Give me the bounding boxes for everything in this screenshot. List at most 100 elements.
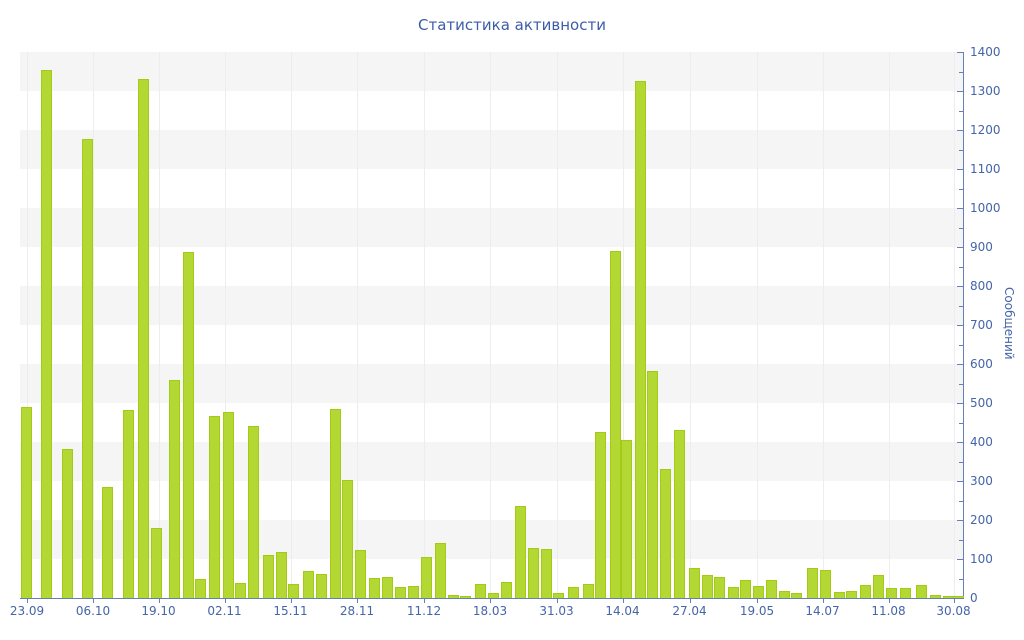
y-tick-mark-minor [959,383,963,385]
bar [447,595,459,598]
grid-line-vertical [424,52,425,598]
y-tick-mark-major [957,52,963,53]
x-tick-label: 30.08 [936,604,971,618]
y-tick-mark-minor [959,539,963,541]
y-tick-mark-minor [959,344,963,346]
bar [860,585,871,598]
grid-line-vertical [888,52,890,598]
bar [727,587,739,598]
grid-line-vertical [224,52,226,598]
x-tick-label: 15.11 [273,604,308,618]
y-tick-label: 900 [970,240,993,254]
x-tick-label: 19.05 [739,604,775,618]
bar [474,584,486,598]
bar [952,596,964,598]
x-tick-mark [622,598,624,603]
bar [168,380,180,598]
x-tick-label: 11.08 [871,604,906,618]
x-tick-mark [424,598,425,603]
x-tick-mark [93,598,94,603]
x-tick-mark [689,598,691,603]
bar [275,552,287,598]
grid-line-vertical [158,52,160,598]
bar [61,449,73,598]
y-tick-label: 100 [970,552,993,566]
bar [368,578,380,598]
x-tick-mark [290,598,292,603]
bar [701,575,713,598]
grid-band [20,286,963,325]
y-tick-mark-major [957,598,963,599]
y-tick-mark-minor [959,422,963,424]
bar [435,543,446,598]
bar [688,568,700,598]
y-tick-mark-minor [959,266,963,268]
y-tick-mark-major [957,364,963,365]
bar [329,409,341,598]
bar [302,571,314,598]
bar [248,426,259,598]
bar [20,407,32,598]
grid-line-vertical [357,52,358,598]
x-tick-label: 06.10 [75,604,111,618]
bar [915,585,927,598]
bar [740,580,751,598]
x-tick-mark [357,598,358,603]
bar [594,432,606,598]
bar [899,588,911,598]
bar [421,557,432,598]
grid-line-vertical [689,52,691,598]
grid-line-vertical [27,52,28,598]
x-tick-mark [556,598,558,603]
y-tick-label: 1300 [970,84,1001,98]
grid-line-vertical [953,52,955,598]
y-tick-label: 300 [970,474,993,488]
bar [394,587,406,598]
x-tick-label: 27.04 [672,604,707,618]
bar [41,70,52,598]
bar [752,586,764,598]
bar [407,586,419,598]
y-tick-mark-minor [959,149,963,151]
y-tick-label: 1400 [970,45,1001,59]
y-tick-label: 1200 [970,123,1001,137]
bar [806,568,818,598]
y-tick-mark-minor [959,305,963,307]
y-tick-label: 600 [970,357,993,371]
y-tick-label: 400 [970,435,993,449]
y-tick-mark-major [957,520,963,521]
x-tick-label: 02.11 [207,604,242,618]
bar [620,440,632,598]
bar [341,480,353,598]
bar [287,584,299,598]
bar [102,487,113,598]
y-tick-mark-major [957,247,963,248]
bar [137,79,149,598]
bar [501,582,512,598]
grid-line-vertical [822,52,824,598]
y-tick-label: 0 [970,591,978,605]
y-tick-mark-major [957,208,963,209]
y-tick-mark-major [957,91,963,92]
bar [791,593,802,598]
x-tick-label: 19.10 [141,604,176,618]
y-tick-label: 700 [970,318,993,332]
grid-band [20,130,963,169]
bar [567,587,579,598]
bar [846,591,857,598]
y-tick-mark-major [957,559,963,560]
bar [714,577,725,598]
bar [635,81,646,598]
bar [82,139,93,598]
y-tick-mark-major [957,286,963,287]
x-tick-mark [158,598,160,603]
bar [235,583,246,598]
y-tick-mark-major [957,325,963,326]
y-tick-label: 200 [970,513,993,527]
y-tick-label: 800 [970,279,993,293]
x-tick-label: 18.03 [472,604,508,618]
y-tick-label: 1100 [970,162,1001,176]
bar [834,592,845,598]
x-tick-mark [888,598,890,603]
y-tick-mark-major [957,403,963,404]
